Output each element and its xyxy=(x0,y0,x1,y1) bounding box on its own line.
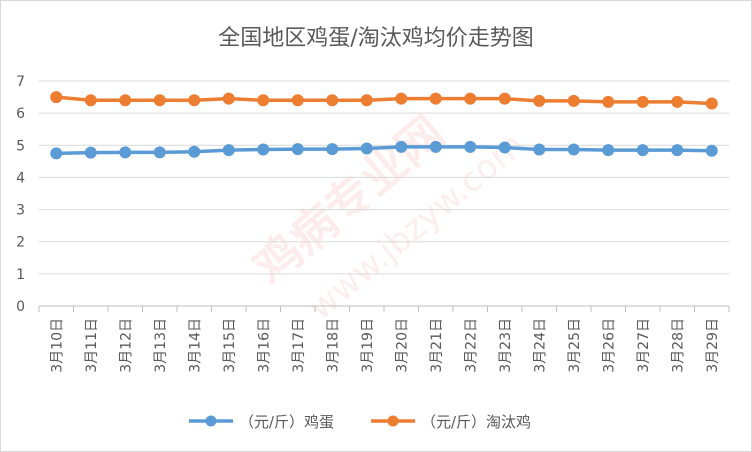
data-point xyxy=(50,91,63,104)
data-point xyxy=(84,94,97,107)
data-point xyxy=(602,95,615,108)
data-point xyxy=(188,94,201,107)
y-tick-label: 0 xyxy=(16,299,25,315)
data-point xyxy=(464,140,477,153)
x-tick-label: 3月21日 xyxy=(429,318,445,373)
x-tick-label: 3月27日 xyxy=(636,318,652,373)
data-point xyxy=(222,92,235,105)
y-tick-label: 1 xyxy=(16,267,25,283)
y-tick-label: 6 xyxy=(16,106,25,122)
x-tick-label: 3月20日 xyxy=(394,318,410,373)
y-tick-label: 3 xyxy=(16,203,25,219)
data-point xyxy=(498,141,511,154)
x-tick-label: 3月25日 xyxy=(567,318,583,373)
data-point xyxy=(395,92,408,105)
x-tick-label: 3月26日 xyxy=(601,318,617,373)
data-point xyxy=(326,143,339,156)
data-point xyxy=(498,92,511,105)
x-tick-label: 3月13日 xyxy=(153,318,169,373)
data-point xyxy=(222,144,235,157)
data-point xyxy=(671,95,684,108)
data-point xyxy=(153,146,166,159)
data-point xyxy=(395,140,408,153)
x-tick-label: 3月14日 xyxy=(187,318,203,373)
x-tick-label: 3月17日 xyxy=(291,318,307,373)
x-tick-label: 3月12日 xyxy=(118,318,134,373)
data-point xyxy=(291,143,304,156)
grid xyxy=(39,80,729,307)
data-point xyxy=(636,144,649,157)
x-tick-label: 3月10日 xyxy=(49,318,65,373)
x-tick-label: 3月15日 xyxy=(222,318,238,373)
data-point xyxy=(671,144,684,157)
data-point xyxy=(257,143,270,156)
legend-label: （元/斤）鸡蛋 xyxy=(239,413,334,431)
data-point xyxy=(360,142,373,155)
data-point xyxy=(567,143,580,156)
data-point xyxy=(636,95,649,108)
data-point xyxy=(533,94,546,107)
data-point xyxy=(153,94,166,107)
x-tick-label: 3月11日 xyxy=(84,318,100,373)
x-tick-label: 3月29日 xyxy=(705,318,721,373)
data-point xyxy=(464,92,477,105)
x-tick-label: 3月18日 xyxy=(325,318,341,373)
data-point xyxy=(533,143,546,156)
y-tick-label: 4 xyxy=(16,170,25,186)
legend-swatch-marker xyxy=(387,415,399,427)
y-tick-label: 2 xyxy=(16,235,25,251)
x-tick-label: 3月19日 xyxy=(360,318,376,373)
data-point xyxy=(602,144,615,157)
x-axis: 3月10日 3月11日 3月12日 3月13日 3月14日 3月15日 3月16日 3月17日… xyxy=(38,305,730,373)
x-tick-label: 3月16日 xyxy=(256,318,272,373)
data-point xyxy=(567,94,580,107)
data-point xyxy=(119,146,132,159)
data-point xyxy=(50,147,63,160)
data-point xyxy=(705,97,718,110)
data-point xyxy=(326,94,339,107)
legend: （元/斤）鸡蛋 （元/斤）淘汰鸡 xyxy=(189,413,531,431)
legend-swatch-marker xyxy=(205,415,217,427)
y-axis-ticks: 0 1 2 3 4 5 6 7 xyxy=(16,74,25,315)
data-point xyxy=(188,145,201,158)
data-point xyxy=(360,94,373,107)
data-point xyxy=(257,94,270,107)
x-tick-label: 3月22日 xyxy=(463,318,479,373)
x-tick-label: 3月28日 xyxy=(670,318,686,373)
data-point xyxy=(429,92,442,105)
series xyxy=(50,91,718,160)
x-tick-label: 3月24日 xyxy=(532,318,548,373)
data-point xyxy=(84,146,97,159)
watermark: 鸡病专业网 www.jbzyw.com xyxy=(243,105,532,328)
y-tick-label: 7 xyxy=(16,74,25,90)
x-tick-label: 3月23日 xyxy=(498,318,514,373)
data-point xyxy=(291,94,304,107)
chart-title: 全国地区鸡蛋/淘汰鸡均价走势图 xyxy=(218,26,533,51)
legend-label: （元/斤）淘汰鸡 xyxy=(421,413,531,431)
y-tick-label: 5 xyxy=(16,138,25,154)
data-point xyxy=(119,94,132,107)
data-point xyxy=(705,144,718,157)
data-point xyxy=(429,140,442,153)
